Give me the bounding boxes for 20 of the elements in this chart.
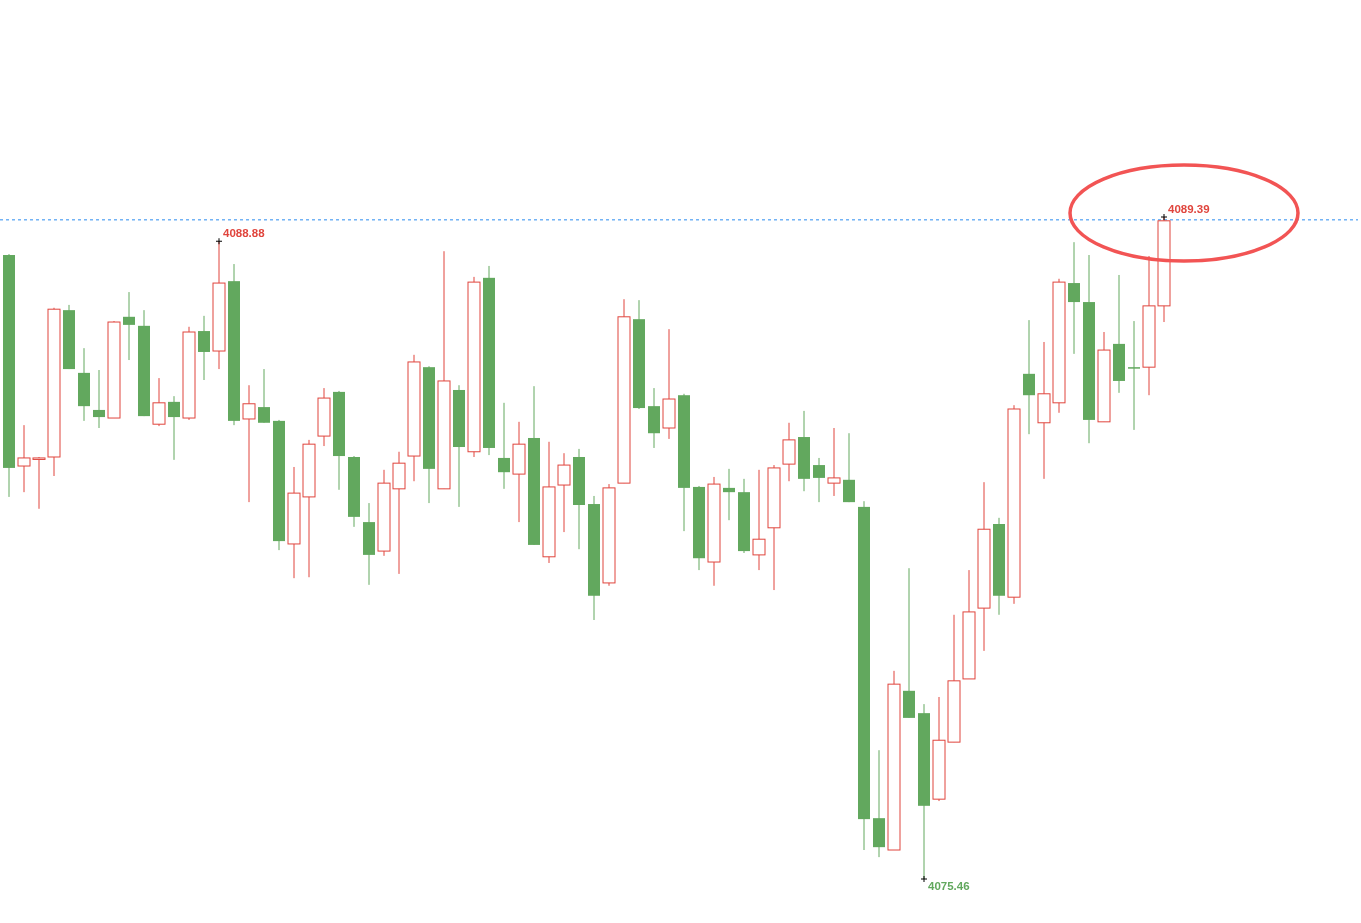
candlestick — [258, 368, 270, 424]
candlestick — [557, 452, 571, 533]
candlestick — [198, 315, 210, 381]
annotation: 4088.88 — [223, 227, 266, 240]
text: 4089.39 — [1168, 203, 1210, 215]
candlestick — [843, 432, 855, 503]
candlestick — [498, 402, 510, 490]
candlestick — [152, 377, 166, 427]
candlestick — [1128, 320, 1140, 431]
candlestick — [813, 457, 825, 503]
candlestick — [242, 384, 256, 503]
candlestick — [723, 468, 735, 521]
candlestick — [752, 469, 766, 571]
candlestick — [168, 395, 180, 461]
candlestick — [123, 291, 135, 361]
candlestick — [1068, 241, 1080, 355]
candlestick — [827, 427, 841, 497]
text: 4075.46 — [928, 880, 970, 892]
candlestick — [93, 369, 105, 429]
candlestick — [1023, 319, 1035, 435]
